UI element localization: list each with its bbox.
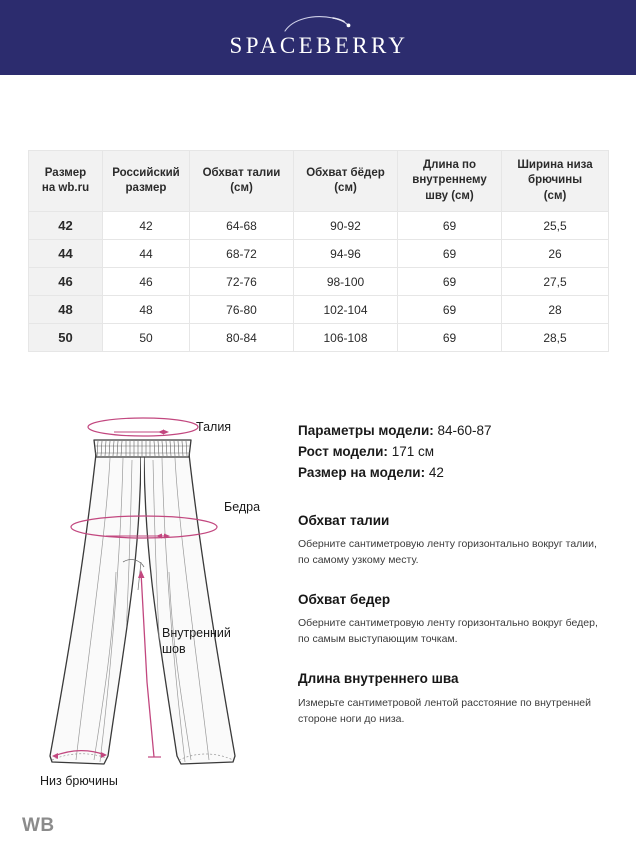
- model-parameters: Параметры модели: 84-60-87 Рост модели: …: [298, 420, 608, 483]
- cell-hem-width: 28,5: [501, 323, 609, 352]
- column-header-inseam: Длина по внутреннему шву (см): [397, 150, 502, 212]
- wb-watermark: WB: [22, 815, 55, 836]
- column-header-hips: Обхват бёдер (см): [293, 150, 398, 212]
- header-line: размер: [125, 182, 167, 194]
- cell-inseam: 69: [397, 323, 502, 352]
- label-inseam-line1: Внутренний: [162, 626, 231, 640]
- cell-russian-size: 46: [102, 267, 190, 296]
- pants-technical-drawing: Талия Бедра Внутренний шов Низ брючины: [40, 417, 260, 787]
- header-line: Российский: [112, 166, 180, 179]
- hips-measure-ellipse: [70, 515, 218, 539]
- page-footer: WB: [22, 816, 55, 836]
- cell-russian-size: 50: [102, 323, 190, 352]
- measure-title-waist: Обхват талии: [298, 513, 390, 528]
- model-params-value: 84-60-87: [437, 423, 492, 438]
- column-header-russian-size: Российский размер: [102, 150, 190, 212]
- cell-hips: 90-92: [293, 211, 398, 240]
- cell-waist: 72-76: [189, 267, 294, 296]
- model-size-value: 42: [428, 465, 444, 480]
- header-line: Обхват талии: [202, 166, 281, 179]
- header-line: (см): [230, 182, 253, 194]
- model-params-label: Параметры модели:: [298, 423, 434, 438]
- header-line: брючины: [527, 174, 583, 187]
- header-line: Ширина низа: [517, 159, 593, 172]
- cell-wb-size: 48: [28, 295, 103, 324]
- header-line: шву (см): [425, 189, 474, 202]
- table-row: 46 46 72-76 98-100 69 27,5: [28, 267, 609, 296]
- cell-wb-size: 46: [28, 267, 103, 296]
- brand-logo: SPACEBERRY: [228, 15, 409, 58]
- measure-title-hips: Обхват бедер: [298, 592, 391, 608]
- cell-hem-width: 25,5: [501, 211, 609, 240]
- column-header-hem-width: Ширина низа брючины (см): [501, 150, 609, 212]
- cell-hips: 94-96: [293, 239, 398, 268]
- table-row: 42 42 64-68 90-92 69 25,5: [28, 211, 609, 240]
- header-line: Обхват бёдер: [306, 166, 385, 179]
- model-height-value: 171 см: [391, 444, 435, 459]
- cell-russian-size: 42: [102, 211, 190, 240]
- inseam-measure-line: [140, 571, 155, 758]
- measure-text-hips: Оберните сантиметровую ленту горизонталь…: [298, 617, 598, 646]
- cell-waist: 76-80: [189, 295, 294, 324]
- cell-hips: 102-104: [293, 295, 398, 324]
- elastic-gathers: [96, 440, 188, 457]
- header-line: Размер: [44, 166, 87, 179]
- measure-block-waist: Обхват талии Оберните сантиметровую лент…: [298, 513, 608, 568]
- cell-russian-size: 48: [102, 295, 190, 324]
- header-line: (см): [334, 182, 357, 194]
- model-height-label: Рост модели:: [298, 444, 388, 459]
- cell-hips: 106-108: [293, 323, 398, 352]
- model-height-line: Рост модели: 171 см: [298, 441, 608, 462]
- brand-name: SPACEBERRY: [229, 32, 409, 58]
- cell-hips: 98-100: [293, 267, 398, 296]
- pants-shape: [49, 439, 236, 765]
- cell-inseam: 69: [397, 267, 502, 296]
- model-size-label: Размер на модели:: [298, 465, 426, 480]
- label-hem: Низ брючины: [40, 774, 118, 787]
- cell-waist: 68-72: [189, 239, 294, 268]
- label-waist: Талия: [196, 420, 231, 434]
- measure-text-waist: Оберните сантиметровую ленту горизонталь…: [298, 538, 597, 567]
- cell-russian-size: 44: [102, 239, 190, 268]
- waist-measure-ellipse: [87, 417, 199, 437]
- cell-wb-size: 44: [28, 239, 103, 268]
- page-header: SPACEBERRY: [0, 0, 636, 75]
- model-params-line: Параметры модели: 84-60-87: [298, 420, 608, 441]
- model-size-line: Размер на модели: 42: [298, 462, 608, 483]
- measure-title-inseam: Длина внутреннего шва: [298, 671, 459, 687]
- cell-inseam: 69: [397, 295, 502, 324]
- measurement-info: Параметры модели: 84-60-87 Рост модели: …: [298, 412, 608, 787]
- cell-wb-size: 42: [28, 211, 103, 240]
- table-row: 50 50 80-84 106-108 69 28,5: [28, 323, 609, 352]
- header-line: (см): [543, 189, 567, 202]
- cell-waist: 64-68: [189, 211, 294, 240]
- pants-diagram: Талия Бедра Внутренний шов Низ брючины: [28, 412, 298, 787]
- measure-text-inseam: Измерьте сантиметровой лентой расстояние…: [298, 696, 591, 725]
- cell-inseam: 69: [397, 239, 502, 268]
- size-table-section: Размер на wb.ru Российский размер Обхват…: [0, 150, 636, 352]
- comet-swoosh-icon: [283, 15, 350, 32]
- table-row: 48 48 76-80 102-104 69 28: [28, 295, 609, 324]
- measure-block-inseam: Длина внутреннего шва Измерьте сантиметр…: [298, 671, 608, 726]
- header-line: внутреннему: [412, 174, 487, 187]
- label-inseam-line2: шов: [162, 642, 186, 656]
- table-row: 44 44 68-72 94-96 69 26: [28, 239, 609, 268]
- table-header-row: Размер на wb.ru Российский размер Обхват…: [28, 150, 609, 212]
- cell-waist: 80-84: [189, 323, 294, 352]
- column-header-waist: Обхват талии (см): [189, 150, 294, 212]
- measurement-guide-section: Талия Бедра Внутренний шов Низ брючины П…: [0, 412, 636, 787]
- cell-wb-size: 50: [28, 323, 103, 352]
- cell-hem-width: 26: [501, 239, 609, 268]
- label-hips: Бедра: [224, 500, 260, 514]
- cell-hem-width: 27,5: [501, 267, 609, 296]
- column-header-wb-size: Размер на wb.ru: [28, 150, 103, 212]
- cell-inseam: 69: [397, 211, 502, 240]
- measurement-guides: [52, 417, 218, 759]
- cell-hem-width: 28: [501, 295, 609, 324]
- header-line: Длина по: [422, 159, 477, 172]
- size-chart-table: Размер на wb.ru Российский размер Обхват…: [28, 150, 609, 352]
- measure-block-hips: Обхват бедер Оберните сантиметровую лент…: [298, 592, 608, 647]
- header-line: на wb.ru: [41, 182, 90, 194]
